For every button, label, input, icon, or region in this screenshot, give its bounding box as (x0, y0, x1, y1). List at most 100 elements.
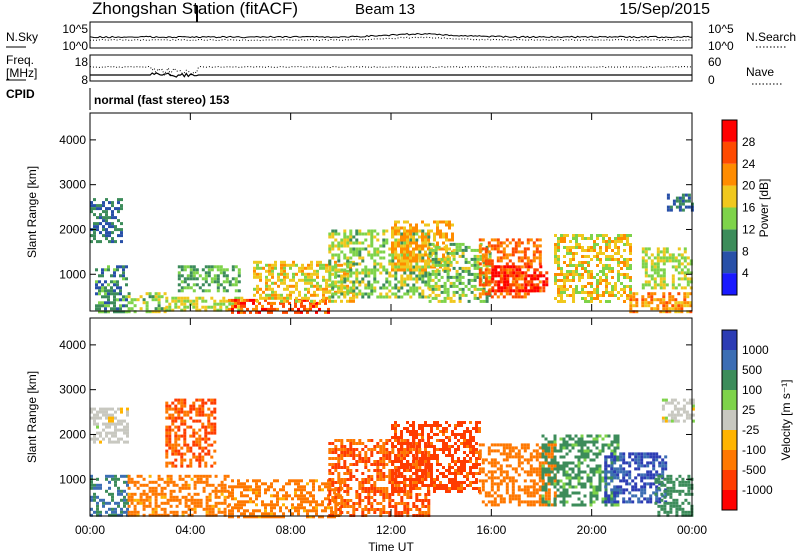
heatmap-cell (145, 498, 149, 502)
heatmap-cell (430, 430, 433, 433)
heatmap-cell (113, 271, 116, 275)
heatmap-cell (586, 449, 590, 453)
heatmap-cell (205, 495, 209, 499)
heatmap-cell (427, 262, 430, 266)
heatmap-cell (659, 259, 663, 263)
heatmap-cell (472, 439, 475, 442)
heatmap-cell (315, 301, 318, 305)
heatmap-cell (406, 505, 410, 508)
heatmap-cell (298, 290, 301, 294)
heatmap-cell (559, 479, 563, 483)
heatmap-cell (433, 451, 436, 454)
heatmap-cell (448, 223, 451, 227)
heatmap-cell (487, 491, 491, 495)
heatmap-cell (373, 247, 377, 251)
heatmap-cell (343, 238, 347, 242)
heatmap-cell (271, 293, 274, 297)
heatmap-cell (280, 266, 283, 270)
heatmap-cell (572, 252, 575, 255)
heatmap-cell (592, 467, 596, 471)
heatmap-cell (665, 304, 669, 308)
heatmap-cell (623, 300, 626, 303)
heatmap-cell (424, 445, 427, 448)
heatmap-cell (403, 256, 406, 260)
heatmap-cell (502, 446, 506, 450)
heatmap-cell (466, 454, 469, 457)
heatmap-cell (415, 277, 419, 281)
heatmap-cell (565, 470, 569, 474)
heatmap-cell (563, 255, 566, 258)
heatmap-cell (545, 277, 549, 281)
heatmap-cell (467, 260, 471, 264)
heatmap-cell (180, 416, 184, 420)
heatmap-cell (177, 398, 181, 402)
heatmap-cell (145, 504, 149, 508)
heatmap-cell (599, 234, 602, 237)
heatmap-cell (388, 496, 392, 499)
heatmap-cell (397, 229, 400, 233)
heatmap-cell (195, 419, 199, 423)
heatmap-cell (104, 268, 107, 272)
heatmap-cell (463, 421, 466, 424)
heatmap-cell (415, 262, 419, 266)
heatmap-cell (662, 295, 666, 299)
heatmap-cell (436, 424, 439, 427)
heatmap-cell (680, 301, 684, 305)
heatmap-cell (683, 250, 687, 254)
heatmap-cell (174, 440, 178, 444)
heatmap-cell (397, 286, 401, 290)
heatmap-cell (448, 439, 451, 442)
heatmap-cell (367, 232, 371, 236)
heatmap-cell (328, 493, 332, 496)
heatmap-cell (433, 424, 436, 427)
heatmap-cell (355, 469, 359, 472)
heatmap-cell (214, 492, 218, 496)
heatmap-cell (282, 485, 285, 489)
heatmap-cell (142, 492, 146, 496)
heatmap-cell (644, 304, 648, 308)
heatmap-cell (681, 208, 685, 212)
heatmap-cell (352, 451, 356, 454)
heatmap-cell (148, 474, 152, 478)
heatmap-cell (340, 299, 343, 303)
heatmap-cell (562, 443, 566, 447)
heatmap-cell (256, 290, 259, 294)
heatmap-cell (291, 503, 294, 507)
heatmap-cell (427, 466, 430, 469)
heatmap-cell (436, 448, 439, 451)
heatmap-cell (358, 256, 362, 260)
heatmap-cell (650, 298, 654, 302)
heatmap-cell (577, 467, 581, 471)
heatmap-cell (391, 481, 395, 484)
heatmap-cell (282, 494, 285, 498)
heatmap-cell (434, 263, 438, 267)
heatmap-cell (322, 287, 325, 291)
heatmap-cell (490, 470, 494, 474)
heatmap-cell (587, 246, 590, 249)
heatmap-cell (259, 266, 262, 270)
heatmap-cell (126, 474, 129, 478)
heatmap-cell (291, 512, 294, 516)
heatmap-cell (166, 501, 170, 505)
heatmap-cell (424, 253, 427, 257)
cpid-text: normal (fast stereo) 153 (94, 93, 230, 107)
heatmap-cell (120, 498, 123, 502)
heatmap-cell (318, 485, 321, 489)
heatmap-cell (391, 268, 394, 272)
heatmap-cell (315, 304, 318, 308)
heatmap-cell (204, 271, 208, 275)
heatmap-cell (207, 271, 211, 275)
heatmap-cell (276, 494, 279, 498)
heatmap-cell (547, 488, 551, 492)
heatmap-cell (370, 502, 374, 505)
heatmap-cell (252, 301, 255, 305)
heatmap-cell (111, 434, 114, 438)
heatmap-cell (340, 278, 343, 282)
heatmap-cell (346, 265, 350, 269)
heatmap-cell (554, 246, 557, 249)
heatmap-cell (502, 458, 506, 462)
heatmap-cell (503, 274, 507, 278)
heatmap-cell (502, 449, 506, 453)
heatmap-cell (334, 493, 338, 496)
heatmap-cell (611, 267, 614, 270)
